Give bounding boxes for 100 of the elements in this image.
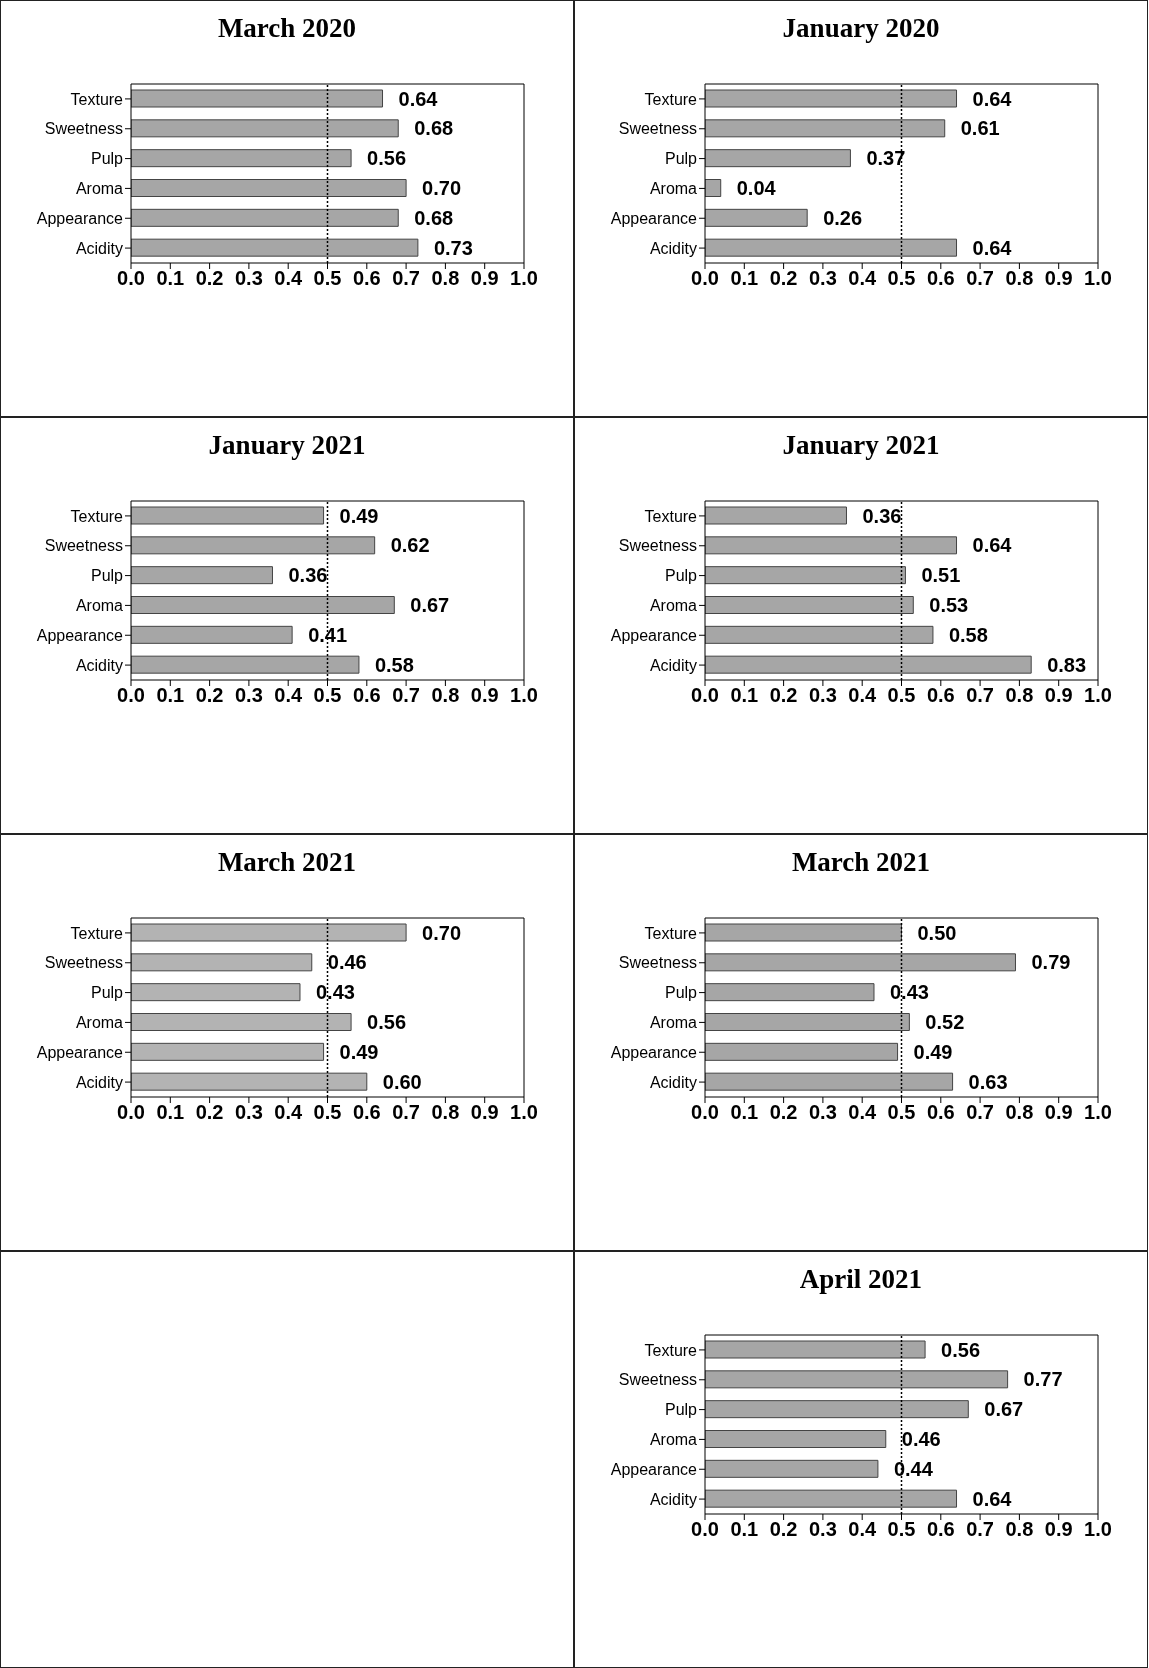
chart-title: April 2021 xyxy=(798,1264,924,1296)
data-label: 0.68 xyxy=(414,117,454,140)
x-tick-label: 0.2 xyxy=(769,1518,798,1541)
bar xyxy=(131,208,399,227)
x-tick-label: 0.9 xyxy=(1044,267,1073,290)
bar xyxy=(705,238,958,257)
x-tick-label: 0.7 xyxy=(392,1101,421,1124)
bar xyxy=(131,923,407,942)
x-tick-label: 0.7 xyxy=(392,684,421,707)
x-tick-label: 0.6 xyxy=(926,267,955,290)
y-tick-label: Texture xyxy=(70,507,124,525)
y-tick-label: Pulp xyxy=(664,567,698,585)
x-tick-label: 0.6 xyxy=(352,1101,381,1124)
x-tick-label: 0.2 xyxy=(195,267,224,290)
data-label: 0.41 xyxy=(308,623,348,646)
bar xyxy=(131,119,399,138)
x-tick-label: 0.6 xyxy=(926,1518,955,1541)
data-label: 0.37 xyxy=(866,147,906,170)
x-tick-label: 0.1 xyxy=(730,1101,759,1124)
bar xyxy=(705,1072,954,1091)
data-label: 0.67 xyxy=(984,1398,1024,1421)
y-tick-label: Aroma xyxy=(649,1431,698,1449)
x-tick-label: 0.2 xyxy=(195,684,224,707)
x-tick-label: 0.8 xyxy=(1005,267,1034,290)
x-tick-label: 0.3 xyxy=(808,684,837,707)
x-tick-label: 0.5 xyxy=(313,1101,342,1124)
data-label: 0.64 xyxy=(972,534,1013,557)
bar xyxy=(131,238,419,257)
x-tick-label: 0.8 xyxy=(431,684,460,707)
bar xyxy=(705,655,1032,674)
data-label: 0.68 xyxy=(414,206,454,229)
chart-title: January 2020 xyxy=(781,13,941,45)
x-tick-label: 0.4 xyxy=(848,1101,877,1124)
data-label: 0.64 xyxy=(972,1487,1013,1510)
data-label: 0.46 xyxy=(901,1428,941,1451)
x-tick-label: 0.3 xyxy=(808,1518,837,1541)
data-label: 0.77 xyxy=(1023,1368,1063,1391)
data-label: 0.49 xyxy=(339,504,379,527)
bar xyxy=(705,1430,887,1448)
bar xyxy=(131,506,325,525)
x-tick-label: 0.6 xyxy=(352,267,381,290)
x-tick-label: 0.4 xyxy=(848,267,877,290)
y-tick-label: Acidity xyxy=(75,239,123,257)
x-tick-label: 0.1 xyxy=(730,267,759,290)
x-tick-label: 0.2 xyxy=(769,1101,798,1124)
x-tick-label: 0.0 xyxy=(117,684,145,707)
y-tick-label: Sweetness xyxy=(44,954,123,972)
x-tick-label: 0.4 xyxy=(274,684,303,707)
x-tick-label: 0.3 xyxy=(234,267,263,290)
x-tick-label: 0.9 xyxy=(470,1101,499,1124)
bar xyxy=(705,1013,910,1031)
x-tick-label: 0.8 xyxy=(1005,1518,1034,1541)
bar xyxy=(131,149,352,168)
data-label: 0.83 xyxy=(1047,653,1087,676)
data-label: 0.46 xyxy=(327,951,367,974)
y-tick-label: Pulp xyxy=(664,150,698,168)
y-tick-label: Appearance xyxy=(610,1460,698,1478)
bar xyxy=(131,1042,325,1061)
data-label: 0.62 xyxy=(390,534,430,557)
chart-title: March 2021 xyxy=(790,847,932,879)
data-label: 0.60 xyxy=(382,1070,422,1093)
bar xyxy=(131,596,395,614)
bar xyxy=(705,506,847,525)
data-label: 0.64 xyxy=(398,87,439,110)
y-tick-label: Acidity xyxy=(649,239,697,257)
bar xyxy=(131,983,301,1002)
data-label: 0.36 xyxy=(288,564,328,587)
data-label: 0.58 xyxy=(374,653,414,676)
x-tick-label: 0.6 xyxy=(352,684,381,707)
y-tick-label: Pulp xyxy=(90,567,124,585)
bar xyxy=(705,1370,1009,1389)
x-tick-label: 0.5 xyxy=(313,684,342,707)
y-tick-label: Sweetness xyxy=(618,1371,697,1389)
bar xyxy=(705,596,914,614)
y-tick-label: Appearance xyxy=(36,626,124,644)
x-tick-label: 0.7 xyxy=(966,1518,995,1541)
x-tick-label: 0.7 xyxy=(966,1101,995,1124)
x-tick-label: 0.3 xyxy=(808,267,837,290)
x-tick-label: 0.4 xyxy=(848,684,877,707)
x-tick-label: 0.5 xyxy=(887,1101,916,1124)
y-tick-label: Aroma xyxy=(649,180,698,198)
y-tick-label: Appearance xyxy=(610,1043,698,1061)
x-tick-label: 0.8 xyxy=(1005,684,1034,707)
x-tick-label: 1.0 xyxy=(1084,1518,1112,1541)
x-tick-label: 0.0 xyxy=(691,684,719,707)
bar xyxy=(705,149,851,168)
data-label: 0.73 xyxy=(433,236,473,259)
x-tick-label: 0.9 xyxy=(470,684,499,707)
x-tick-label: 0.8 xyxy=(1005,1101,1034,1124)
x-tick-label: 0.2 xyxy=(769,684,798,707)
bar xyxy=(131,625,293,644)
x-tick-label: 1.0 xyxy=(1084,267,1112,290)
y-tick-label: Texture xyxy=(70,90,124,108)
data-label: 0.56 xyxy=(367,1011,407,1034)
data-label: 0.36 xyxy=(862,504,902,527)
bar xyxy=(705,566,906,585)
x-tick-label: 0.3 xyxy=(234,1101,263,1124)
y-tick-label: Acidity xyxy=(75,1073,123,1091)
bar xyxy=(705,208,808,227)
y-tick-label: Texture xyxy=(644,90,698,108)
